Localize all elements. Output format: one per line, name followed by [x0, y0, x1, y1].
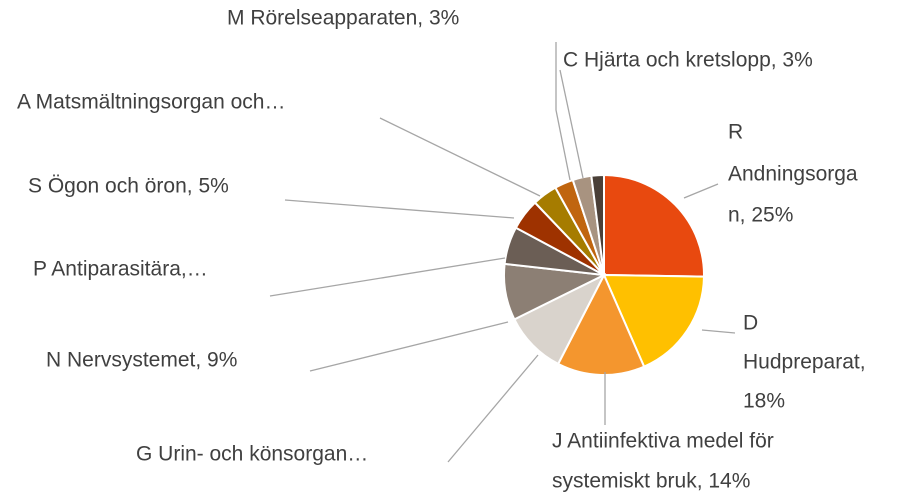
leader-line	[683, 183, 719, 199]
data-label: P Antiparasitära,…	[33, 258, 208, 281]
data-label: Hudpreparat,	[743, 351, 866, 374]
pie-slice	[602, 273, 706, 368]
leader-line	[284, 199, 515, 219]
data-label: S Ögon och öron, 5%	[28, 175, 229, 198]
data-label: M Rörelseapparaten, 3%	[227, 7, 459, 30]
data-label: A Matsmältningsorgan och…	[17, 91, 285, 114]
leader-line	[447, 354, 539, 463]
pie-slice	[603, 173, 705, 278]
data-label: C Hjärta och kretslopp, 3%	[563, 49, 813, 72]
data-label: n, 25%	[728, 204, 793, 227]
data-label: D	[743, 312, 758, 335]
data-label: systemiskt bruk, 14%	[552, 470, 750, 493]
leader-line	[555, 42, 571, 181]
pie-slice	[556, 272, 646, 376]
pie-slice	[590, 173, 605, 276]
leader-line	[309, 321, 509, 372]
data-label: G Urin- och könsorgan…	[136, 443, 368, 466]
leader-line	[559, 69, 584, 179]
leader-line	[379, 117, 541, 197]
data-label: R	[728, 121, 743, 144]
leader-line	[269, 257, 506, 297]
leader-line	[701, 329, 736, 334]
data-label: J Antiinfektiva medel för	[552, 430, 774, 453]
data-label: Andningsorga	[728, 163, 858, 186]
data-label: N Nervsystemet, 9%	[46, 349, 237, 372]
data-label: 18%	[743, 390, 785, 413]
